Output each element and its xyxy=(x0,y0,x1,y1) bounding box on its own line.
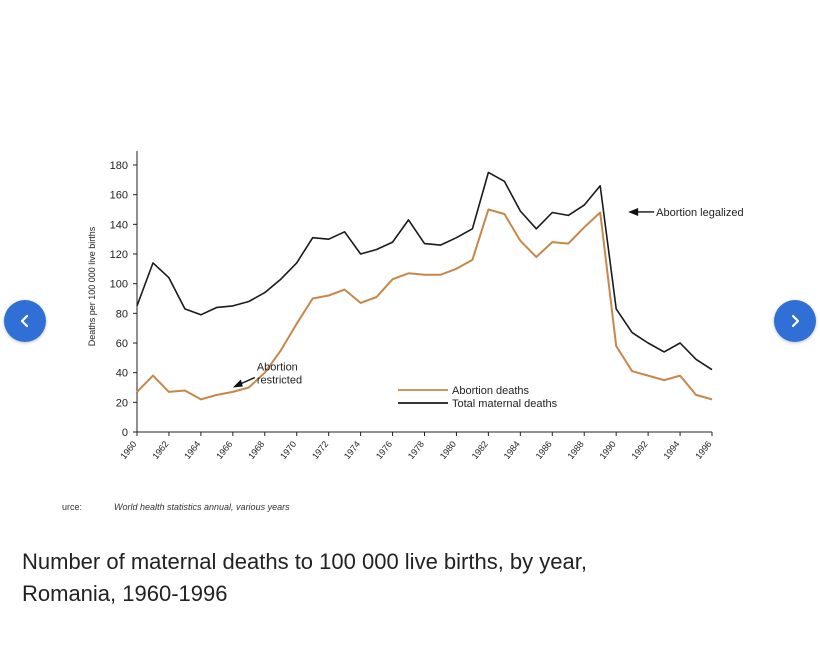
y-tick-label: 60 xyxy=(116,338,128,350)
x-tick-label: 1994 xyxy=(661,439,681,461)
previous-slide-button[interactable] xyxy=(4,300,46,342)
x-tick-label: 1986 xyxy=(534,439,554,461)
x-tick-label: 1962 xyxy=(150,439,170,461)
x-tick-label: 1976 xyxy=(374,439,394,461)
x-tick-label: 1972 xyxy=(310,439,330,461)
x-tick-label: 1996 xyxy=(693,439,713,461)
annotation-arrowhead-restricted xyxy=(232,379,243,388)
y-tick-label: 20 xyxy=(116,397,128,409)
next-slide-button[interactable] xyxy=(774,300,816,342)
source-note: urce: World health statistics annual, va… xyxy=(62,502,290,512)
annotation-legalized-text: Abortion legalized xyxy=(656,207,743,219)
y-tick-label: 120 xyxy=(110,249,128,261)
y-tick-label: 100 xyxy=(110,279,128,291)
y-tick-label: 160 xyxy=(110,190,128,202)
y-tick-label: 140 xyxy=(110,219,128,231)
y-tick-label: 0 xyxy=(122,427,128,439)
x-tick-label: 1992 xyxy=(629,439,649,461)
annotation-restricted-text: restricted xyxy=(257,375,302,387)
annotation-arrowhead-legalized xyxy=(628,207,639,216)
x-tick-label: 1960 xyxy=(118,439,138,461)
x-tick-label: 1990 xyxy=(598,439,618,461)
y-tick-label: 80 xyxy=(116,308,128,320)
chevron-left-icon xyxy=(20,314,29,328)
x-tick-label: 1970 xyxy=(278,439,298,461)
series-line-total-maternal-deaths xyxy=(136,171,713,371)
chevron-right-icon xyxy=(791,314,800,328)
x-tick-label: 1978 xyxy=(406,439,426,461)
x-tick-label: 1984 xyxy=(502,439,522,461)
axes: 0 20 40 60 80 100 120 140 160 180 1960 1962 1964 1966… xyxy=(87,151,714,461)
source-text: World health statistics annual, various … xyxy=(114,502,290,512)
x-tick-label: 1966 xyxy=(214,439,234,461)
x-tick-label: 1988 xyxy=(566,439,586,461)
y-tick-label: 180 xyxy=(110,160,128,172)
series-group xyxy=(136,171,713,401)
y-axis-label: Deaths per 100 000 live births xyxy=(87,226,97,346)
x-tick-label: 1982 xyxy=(470,439,490,461)
x-tick-label: 1974 xyxy=(342,439,362,461)
x-tick-label: 1980 xyxy=(438,439,458,461)
x-tick-label: 1964 xyxy=(182,439,202,461)
caption-line-2: Romania, 1960-1996 xyxy=(22,581,228,606)
caption-line-1: Number of maternal deaths to 100 000 liv… xyxy=(22,549,587,574)
annotation-restricted-text: Abortion xyxy=(257,362,298,374)
x-tick-label: 1968 xyxy=(246,439,266,461)
figure-caption: Number of maternal deaths to 100 000 liv… xyxy=(22,546,792,610)
legend-label: Total maternal deaths xyxy=(452,398,558,410)
y-tick-label: 40 xyxy=(116,368,128,380)
source-label: urce: xyxy=(62,502,83,512)
legend-label: Abortion deaths xyxy=(452,385,530,397)
series-line-abortion-deaths xyxy=(136,208,713,401)
